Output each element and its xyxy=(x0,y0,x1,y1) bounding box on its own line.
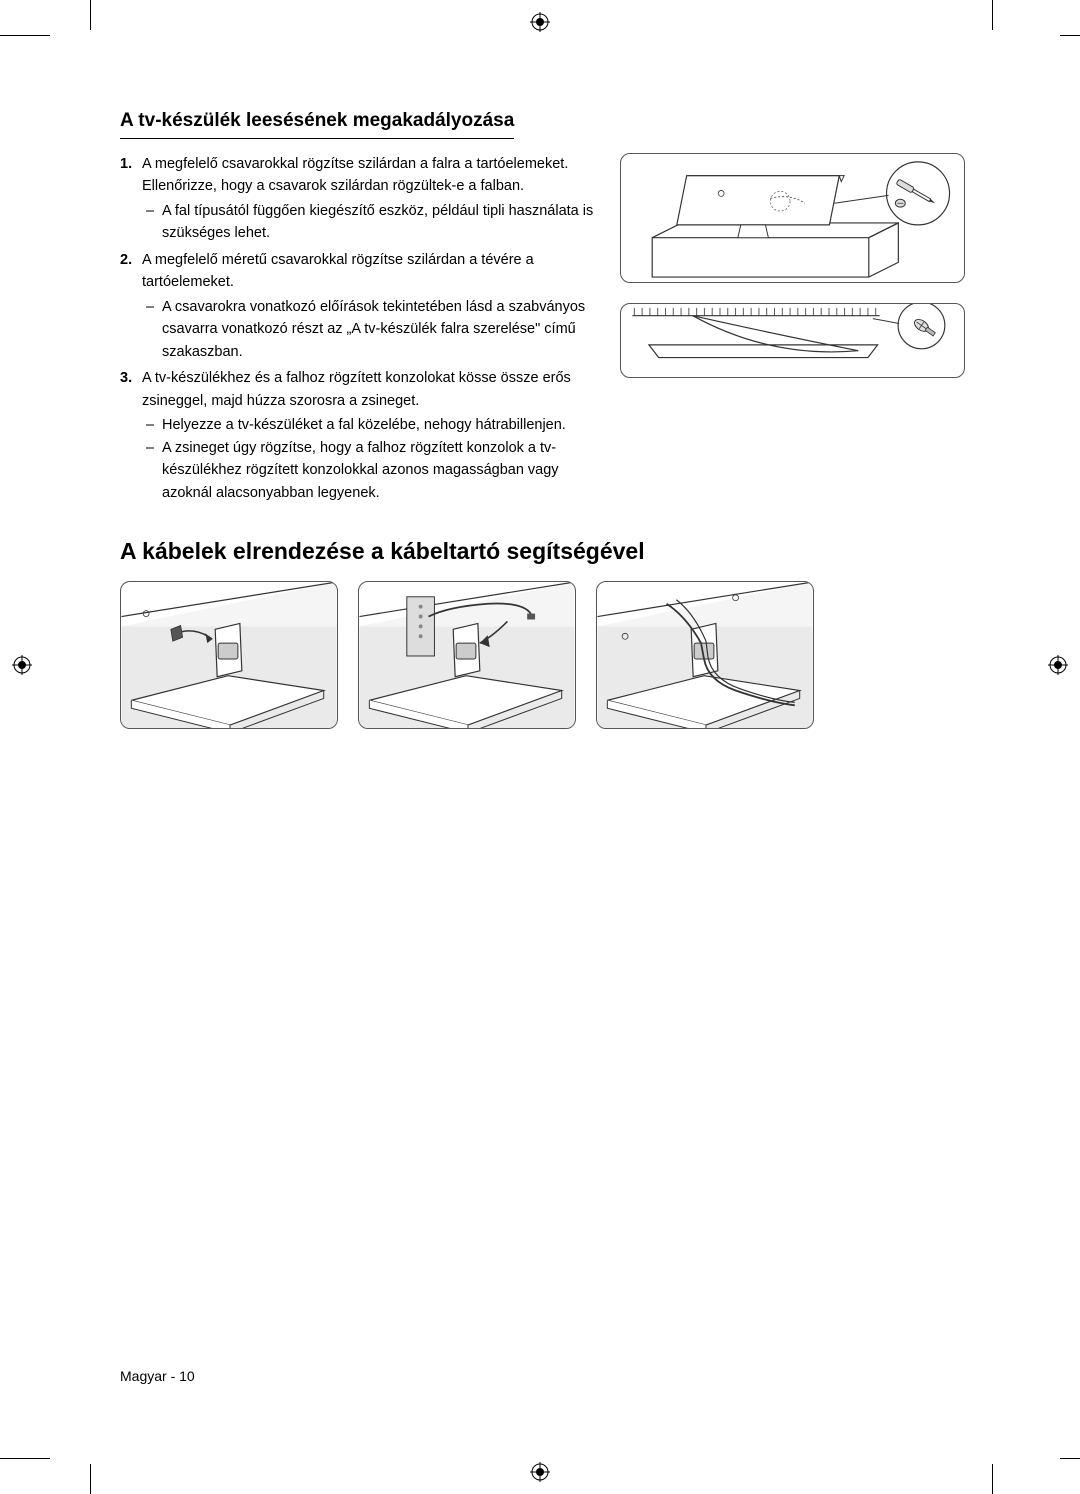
step-item: A megfelelő csavarokkal rögzítse szilárd… xyxy=(120,153,600,245)
step-item: A tv-készülékhez és a falhoz rögzített k… xyxy=(120,367,600,504)
cable-figures-row xyxy=(120,581,965,729)
crop-mark xyxy=(1060,35,1080,36)
step-sub-item: A csavarokra vonatkozó előírások tekinte… xyxy=(142,296,600,363)
crop-mark xyxy=(0,35,50,36)
step-sub-list: A fal típusától függően kiegészítő eszkö… xyxy=(142,200,600,245)
step-text: A megfelelő csavarokkal rögzítse szilárd… xyxy=(142,156,568,194)
figure-cable-step-1 xyxy=(120,581,338,729)
instructions-column: A megfelelő csavarokkal rögzítse szilárd… xyxy=(120,153,600,508)
step-sub-item: A zsineget úgy rögzítse, hogy a falhoz r… xyxy=(142,437,600,504)
crop-mark xyxy=(1060,1458,1080,1459)
main-row: A megfelelő csavarokkal rögzítse szilárd… xyxy=(120,153,965,508)
crop-mark xyxy=(0,1458,50,1459)
step-sub-list: Helyezze a tv-készüléket a fal közelébe,… xyxy=(142,414,600,504)
footer-page-number: 10 xyxy=(179,1368,195,1384)
page-content: A tv-készülék leesésének megakadályozása… xyxy=(120,110,965,729)
page-footer: Magyar - 10 xyxy=(120,1368,195,1384)
crop-mark xyxy=(90,1464,91,1494)
registration-mark-icon xyxy=(1048,655,1068,675)
step-sub-list: A csavarokra vonatkozó előírások tekinte… xyxy=(142,296,600,363)
step-text: A tv-készülékhez és a falhoz rögzített k… xyxy=(142,370,571,408)
step-sub-item: Helyezze a tv-készüléket a fal közelébe,… xyxy=(142,414,600,436)
figure-wall-bracket xyxy=(620,153,965,283)
crop-mark xyxy=(992,0,993,30)
crop-mark xyxy=(992,1464,993,1494)
registration-mark-icon xyxy=(530,12,550,32)
footer-language: Magyar xyxy=(120,1368,167,1384)
footer-separator: - xyxy=(171,1368,180,1384)
step-sub-item: A fal típusától függően kiegészítő eszkö… xyxy=(142,200,600,245)
registration-mark-icon xyxy=(12,655,32,675)
figure-wall-tie xyxy=(620,303,965,378)
steps-list: A megfelelő csavarokkal rögzítse szilárd… xyxy=(120,153,600,504)
step-text: A megfelelő méretű csavarokkal rögzítse … xyxy=(142,252,534,290)
step-item: A megfelelő méretű csavarokkal rögzítse … xyxy=(120,249,600,363)
figure-cable-step-2 xyxy=(358,581,576,729)
figure-cable-step-3 xyxy=(596,581,814,729)
subsection-heading: A kábelek elrendezése a kábeltartó segít… xyxy=(120,538,965,565)
crop-mark xyxy=(90,0,91,30)
figures-column xyxy=(620,153,965,508)
section-heading: A tv-készülék leesésének megakadályozása xyxy=(120,110,514,139)
registration-mark-icon xyxy=(530,1462,550,1482)
